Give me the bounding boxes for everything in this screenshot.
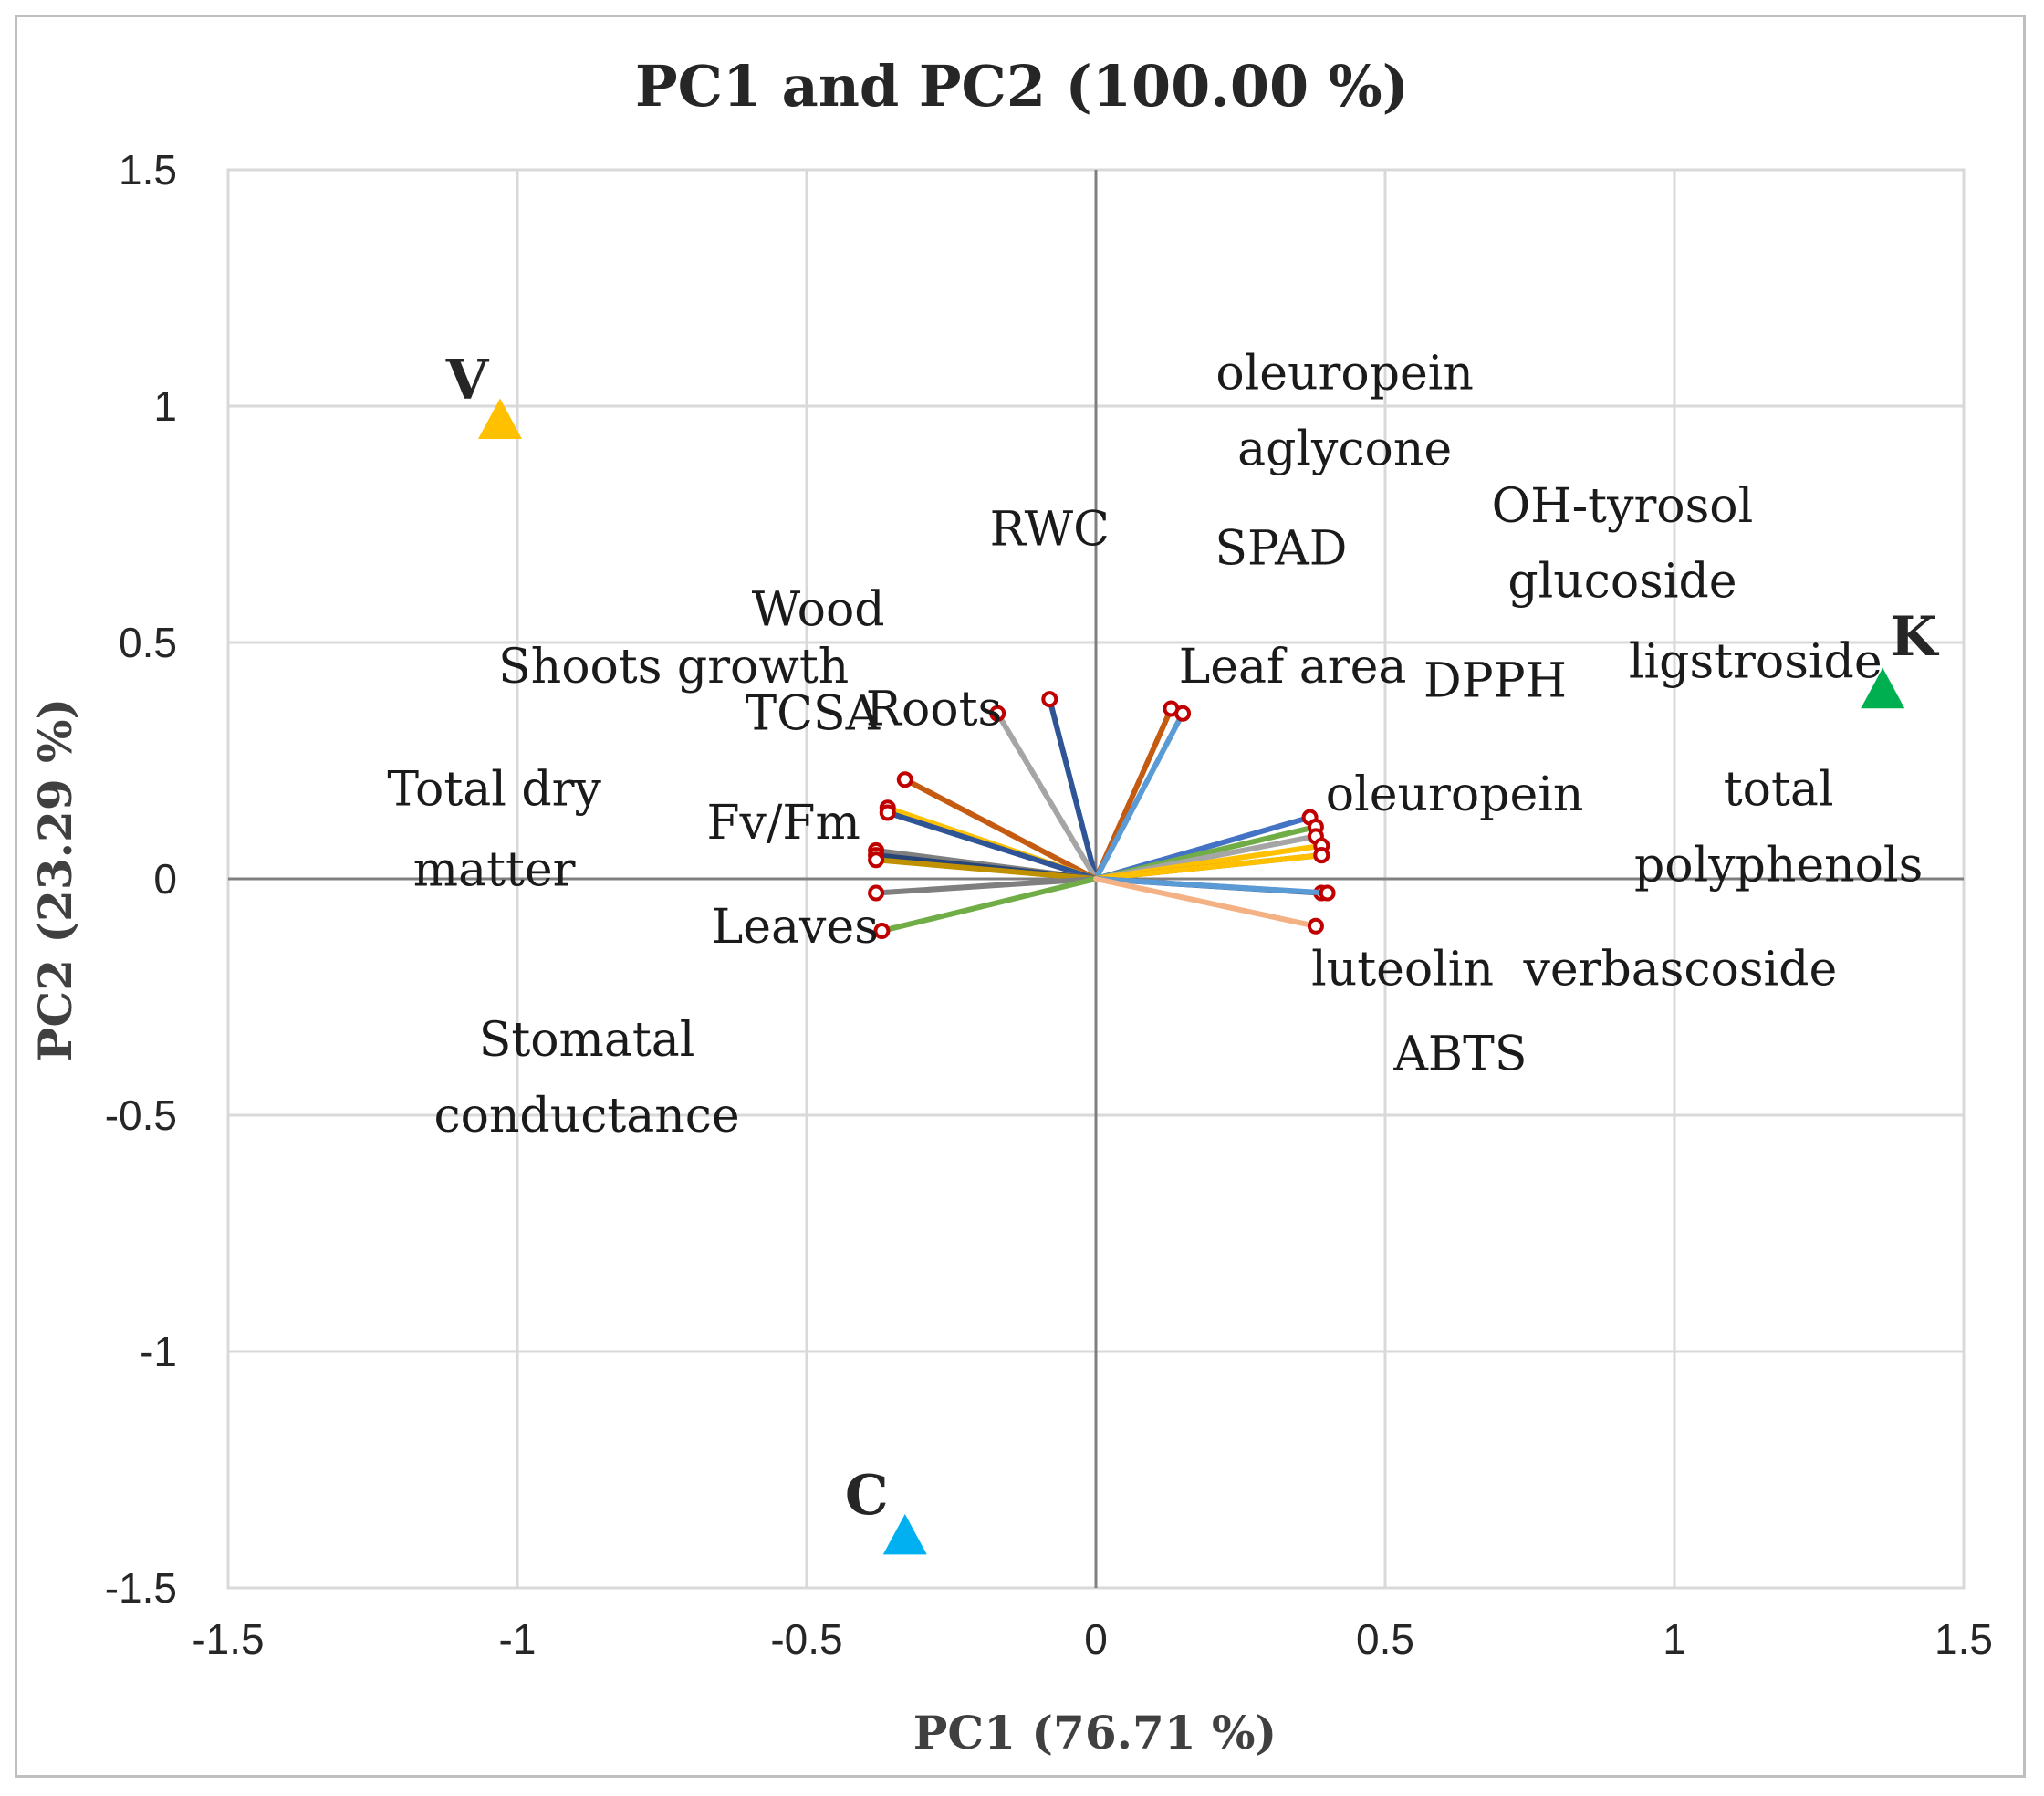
y-tick-label: 1	[153, 382, 177, 430]
x-tick-label: -0.5	[770, 1615, 842, 1663]
variable-label: glucoside	[1507, 555, 1736, 610]
observation-label-k: K	[1890, 605, 1939, 669]
y-tick-label: -0.5	[105, 1091, 177, 1139]
loading-vector	[879, 876, 1099, 934]
variable-label: ligstroside	[1629, 635, 1882, 690]
variable-labels: oleuropein aglycone RWC SPAD OH-tyrosol gluco…	[387, 347, 1923, 1143]
variable-label: matter	[413, 843, 576, 898]
chart-title: PC1 and PC2 (100.00 %)	[635, 53, 1409, 120]
loading-endpoint	[1307, 917, 1324, 935]
variable-label: Shoots growth	[498, 640, 849, 694]
loading-vector	[1093, 852, 1325, 882]
loading-vector	[1093, 876, 1330, 896]
variable-label: oleuropein	[1215, 347, 1474, 402]
variable-label: TCSA	[746, 687, 881, 742]
variable-label: Leaves	[712, 900, 879, 955]
loading-endpoint	[1313, 847, 1330, 864]
variable-label: RWC	[990, 503, 1110, 558]
y-tick-label: 0.5	[119, 619, 177, 666]
loading-vector	[884, 809, 1099, 882]
observation-marker-c	[882, 1514, 927, 1555]
loading-endpoint	[989, 705, 1006, 722]
loading-vectors	[868, 691, 1336, 939]
variable-label: luteolin	[1311, 942, 1494, 997]
loading-endpoint	[896, 771, 913, 788]
loading-endpoint	[868, 851, 885, 869]
loading-endpoint	[873, 922, 891, 939]
y-tick-label: 1.5	[119, 146, 177, 193]
x-tick-label: -1.5	[192, 1615, 264, 1663]
y-axis-title: PC2 (23.29 %)	[28, 698, 82, 1061]
observation-marker-k	[1861, 667, 1905, 709]
x-tick-label: 1	[1663, 1615, 1686, 1663]
x-axis-title: PC1 (76.71 %)	[913, 1706, 1277, 1759]
variable-label: oleuropein	[1326, 767, 1584, 822]
variable-label: Total dry	[387, 763, 601, 818]
observation-label-c: C	[845, 1464, 889, 1528]
variable-label: Fv/Fm	[706, 796, 860, 851]
y-tick-label: -1.5	[105, 1564, 177, 1612]
tick-labels: -1.5 -1 -0.5 0 0.5 1 1.5 -1.5 -1 -0.5 0 0.5 1 1.5	[105, 146, 1993, 1663]
loading-vector	[873, 857, 1099, 882]
loading-vector	[995, 710, 1099, 882]
variable-label: total	[1724, 763, 1834, 818]
loading-vector	[873, 876, 1099, 896]
loading-endpoint	[1174, 705, 1192, 722]
variable-label: OH-tyrosol	[1492, 479, 1754, 534]
loading-vector	[902, 777, 1099, 882]
x-tick-label: 1.5	[1934, 1615, 1993, 1663]
x-tick-label: 0.5	[1356, 1615, 1414, 1663]
loading-vector	[1047, 696, 1099, 882]
variable-label: SPAD	[1215, 521, 1347, 576]
loading-endpoint	[1041, 691, 1058, 708]
x-tick-label: 0	[1084, 1615, 1108, 1663]
variable-label: verbascoside	[1522, 942, 1837, 997]
x-tick-label: -1	[499, 1615, 537, 1663]
variable-label: DPPH	[1424, 653, 1567, 708]
variable-label: Leaf area	[1179, 640, 1407, 694]
y-tick-label: 0	[153, 855, 177, 903]
observation-label-v: V	[445, 349, 490, 412]
loading-endpoint	[868, 884, 885, 902]
loading-vector	[1093, 710, 1186, 882]
loading-vector	[1093, 876, 1319, 929]
loading-endpoint	[879, 804, 896, 821]
variable-label: Stomatal	[479, 1013, 695, 1068]
variable-label: conductance	[434, 1089, 740, 1143]
variable-label: ABTS	[1392, 1028, 1527, 1082]
variable-label: aglycone	[1237, 423, 1452, 477]
variable-label: Wood	[752, 583, 885, 638]
variable-label: Roots	[866, 683, 1002, 737]
observation-marker-v	[477, 398, 522, 439]
observations: V C K	[445, 349, 1939, 1555]
y-tick-label: -1	[140, 1328, 177, 1375]
loading-endpoint	[1319, 884, 1336, 902]
variable-label: polyphenols	[1634, 838, 1923, 893]
